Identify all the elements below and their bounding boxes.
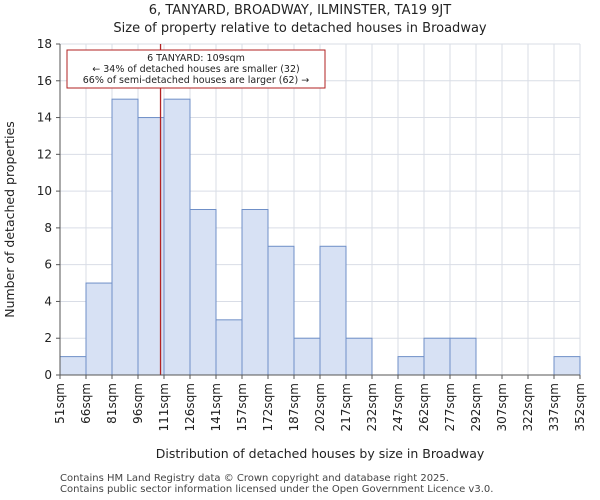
histogram-bar [111, 98, 139, 376]
x-tick-label: 187sqm [287, 383, 301, 431]
x-tick-label: 172sqm [261, 383, 275, 431]
chart-title: 6, TANYARD, BROADWAY, ILMINSTER, TA19 9J… [148, 3, 452, 18]
histogram-bar [215, 319, 243, 376]
y-axis-label: Number of detached properties [2, 121, 17, 318]
y-tick-label: 16 [37, 74, 52, 88]
x-tick-label: 66sqm [79, 383, 93, 424]
y-tick-label: 8 [44, 221, 52, 235]
annotation-title: 6 TANYARD: 109sqm [147, 53, 245, 64]
histogram-bar [397, 356, 425, 376]
y-tick-label: 14 [37, 111, 52, 125]
x-tick-label: 292sqm [469, 383, 483, 431]
histogram-bar [241, 209, 269, 376]
footer-line-1: Contains HM Land Registry data © Crown c… [60, 473, 449, 484]
x-tick-label: 111sqm [157, 383, 171, 431]
histogram-bar [423, 337, 451, 376]
x-tick-label: 307sqm [495, 383, 509, 431]
y-tick-labels: 0 2 4 6 8 10 12 14 16 18 [37, 37, 60, 382]
y-tick-label: 2 [44, 331, 52, 345]
y-tick-label: 6 [44, 258, 52, 272]
y-tick-label: 18 [37, 37, 52, 51]
x-tick-labels: 51sqm 66sqm 81sqm 96sqm 111sqm 126sqm 141sqm 15… [53, 375, 587, 431]
x-tick-label: 96sqm [131, 383, 145, 424]
histogram-bar [59, 356, 87, 376]
histogram-bar [85, 282, 113, 376]
histogram-bar [553, 356, 581, 376]
y-tick-label: 12 [37, 147, 52, 161]
x-tick-label: 157sqm [235, 383, 249, 431]
y-tick-label: 10 [37, 184, 52, 198]
marker-annotation: 6 TANYARD: 109sqm ← 34% of detached hous… [66, 49, 326, 89]
x-tick-label: 126sqm [183, 383, 197, 431]
histogram-bar [163, 98, 191, 376]
histogram-bar [345, 337, 373, 376]
bars [59, 98, 581, 376]
x-tick-label: 262sqm [417, 383, 431, 431]
y-tick-label: 4 [44, 294, 52, 308]
x-tick-label: 247sqm [391, 383, 405, 431]
histogram-bar [293, 337, 321, 376]
x-tick-label: 202sqm [313, 383, 327, 431]
annotation-larger: 66% of semi-detached houses are larger (… [83, 75, 310, 86]
histogram-bar [319, 245, 347, 376]
x-tick-label: 141sqm [209, 383, 223, 431]
chart-subtitle: Size of property relative to detached ho… [113, 21, 487, 36]
x-tick-label: 352sqm [573, 383, 587, 431]
annotation-box [66, 49, 326, 89]
y-tick-label: 0 [44, 368, 52, 382]
x-tick-label: 277sqm [443, 383, 457, 431]
x-tick-label: 232sqm [365, 383, 379, 431]
histogram-bar [449, 337, 477, 376]
footer-line-2: Contains public sector information licen… [60, 484, 494, 495]
x-axis-label: Distribution of detached houses by size … [156, 446, 485, 461]
x-tick-label: 217sqm [339, 383, 353, 431]
annotation-smaller: ← 34% of detached houses are smaller (32… [92, 64, 299, 75]
histogram-bar [189, 209, 217, 376]
x-tick-label: 81sqm [105, 383, 119, 424]
x-tick-label: 322sqm [521, 383, 535, 431]
x-tick-label: 337sqm [547, 383, 561, 431]
x-tick-label: 51sqm [53, 383, 67, 424]
histogram-bar [267, 245, 295, 376]
